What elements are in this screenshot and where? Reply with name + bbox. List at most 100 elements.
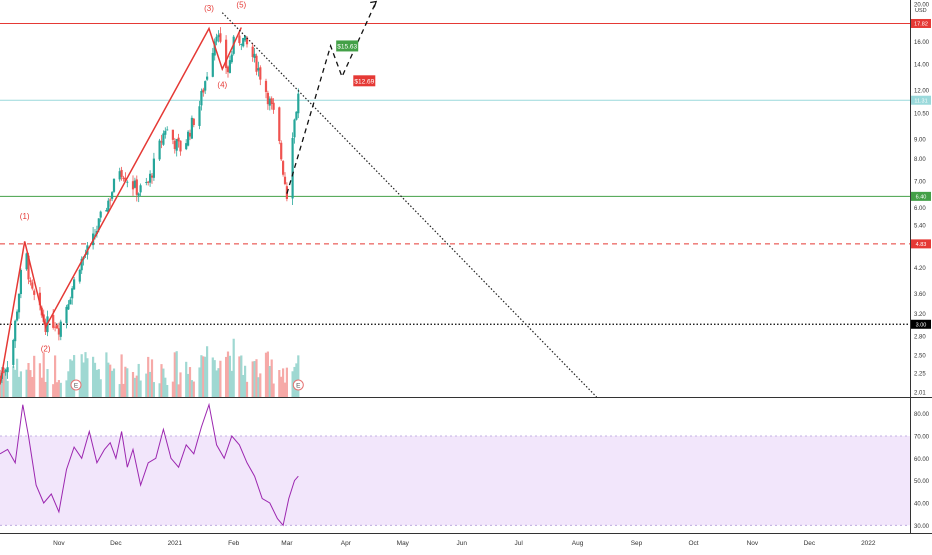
elliott-wave-line — [0, 26, 242, 385]
candle-body — [185, 143, 188, 150]
time-tick-label: Dec — [110, 540, 122, 547]
volume-bar — [175, 351, 178, 397]
volume-bar — [14, 369, 17, 397]
volume-bar — [33, 355, 36, 397]
volume-bar — [192, 381, 195, 397]
volume-bar — [219, 360, 222, 397]
candle-body — [27, 255, 30, 280]
candle-body — [38, 292, 41, 306]
volume-bar — [27, 363, 30, 397]
volume-bar — [105, 352, 108, 397]
volume-bar — [238, 356, 241, 397]
wave-label: (3) — [204, 4, 214, 13]
price-tick-label: 14.00 — [914, 63, 930, 69]
volume-bar — [198, 367, 201, 397]
candle-body — [225, 39, 228, 69]
candle-body — [17, 293, 21, 313]
volume-bar — [285, 367, 288, 397]
candle-body — [198, 106, 201, 126]
time-tick-label: Sep — [631, 540, 643, 547]
volume-bar — [137, 363, 140, 397]
target-label: $12.69 — [354, 78, 374, 85]
volume-bar — [31, 376, 34, 397]
candle-body — [118, 171, 121, 180]
candle-body — [80, 258, 83, 271]
time-tick-label: May — [397, 540, 410, 547]
candle-body — [19, 269, 22, 294]
candle-body — [291, 137, 294, 199]
price-tick-label: 12.00 — [914, 89, 930, 95]
volume-bar — [190, 380, 193, 397]
wave-label: (1) — [20, 212, 30, 221]
candle-body — [251, 46, 254, 57]
candle-body — [280, 142, 283, 160]
volume-bar — [202, 356, 205, 397]
price-tick-label: 5.40 — [914, 224, 926, 230]
volume-bar — [226, 351, 230, 397]
volume-bar — [40, 377, 43, 397]
candle-body — [253, 53, 256, 58]
volume-bar — [67, 371, 70, 397]
candle-body — [111, 192, 114, 199]
volume-bar — [160, 364, 163, 397]
volume-bar — [188, 367, 192, 397]
candle-body — [206, 76, 209, 80]
volume-bar — [162, 368, 165, 397]
rsi-tick-label: 30.00 — [914, 524, 930, 530]
volume-bar — [280, 376, 283, 397]
volume-bar — [80, 354, 83, 397]
candle-body — [55, 325, 59, 329]
volume-bar — [126, 368, 129, 397]
candle-body — [228, 60, 231, 73]
candle-body — [177, 137, 180, 142]
price-tick-label: 3.20 — [914, 312, 926, 318]
volume-bar — [166, 384, 169, 397]
volume-bar — [82, 362, 85, 397]
candle-body — [145, 182, 148, 183]
volume-bar — [204, 356, 207, 397]
volume-bar — [270, 359, 273, 397]
volume-bar — [16, 358, 19, 397]
currency-label: USD — [915, 8, 927, 14]
time-tick-label: 2022 — [861, 540, 876, 547]
candle-body — [219, 33, 222, 42]
volume-bar — [122, 383, 125, 397]
candle-body — [268, 98, 271, 106]
candle-body — [31, 282, 34, 289]
volume-bar — [19, 371, 22, 397]
time-tick-label: Oct — [688, 540, 698, 547]
volume-bar — [282, 368, 285, 397]
volume-bar — [42, 352, 45, 397]
volume-bar — [171, 381, 174, 397]
volume-bar — [25, 369, 28, 397]
rsi-tick-label: 80.00 — [914, 412, 930, 418]
volume-bar — [213, 360, 216, 397]
volume-bar — [120, 354, 123, 397]
level-price-label: 3.00 — [916, 322, 927, 328]
volume-bar — [92, 356, 95, 397]
candle-body — [192, 118, 195, 126]
volume-bar — [297, 355, 300, 397]
volume-bar — [86, 358, 89, 397]
candle-body — [217, 34, 220, 38]
volume-bar — [84, 352, 87, 397]
candle-body — [149, 173, 152, 183]
volume-bar — [112, 368, 116, 397]
volume-bar — [266, 351, 269, 397]
candle-body — [73, 279, 76, 290]
candle-body — [187, 131, 190, 146]
candle-body — [266, 92, 269, 105]
candle-body — [4, 369, 7, 372]
earnings-marker-label: E — [296, 383, 301, 390]
volume-bar — [283, 382, 287, 397]
volume-bar — [38, 363, 41, 397]
volume-bar — [245, 381, 249, 397]
volume-bar — [65, 380, 68, 397]
volume-bar — [187, 373, 190, 397]
level-price-tag — [911, 239, 931, 249]
volume-bar — [211, 357, 214, 397]
volume-bar — [253, 361, 256, 397]
level-price-label: 11.31 — [914, 98, 927, 104]
